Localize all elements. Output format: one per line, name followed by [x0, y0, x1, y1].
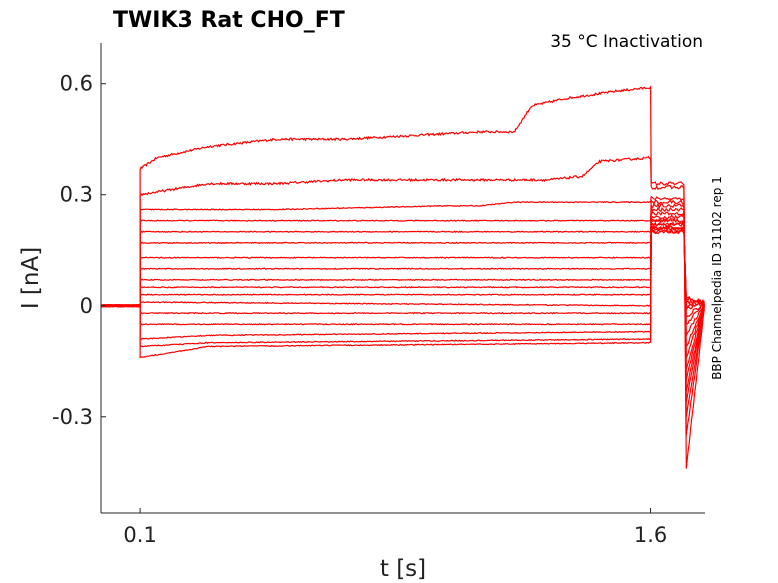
side-label: BBP Channelpedia ID 31102 rep 1 — [710, 176, 724, 380]
series-line — [100, 221, 705, 318]
chart-title: TWIK3 Rat CHO_FT — [113, 8, 345, 33]
x-tick-label: 0.1 — [123, 523, 156, 547]
series-line — [100, 225, 705, 326]
series-line — [100, 228, 705, 348]
x-tick-label: 1.6 — [634, 523, 667, 547]
series-line — [100, 195, 705, 417]
y-tick-label: 0 — [80, 294, 93, 318]
series-line — [100, 225, 705, 340]
series-line — [100, 225, 705, 315]
y-axis-label: I [nA] — [18, 247, 44, 309]
series-line — [100, 217, 705, 349]
series-line — [100, 210, 705, 369]
series-line — [100, 206, 705, 380]
series-line — [100, 214, 705, 358]
series-line — [100, 202, 705, 392]
y-ticks: 0.6 0.3 0 -0.3 — [52, 72, 106, 429]
series-line — [100, 218, 705, 336]
series-line — [100, 84, 705, 469]
y-tick-label: -0.3 — [52, 405, 93, 429]
series-line — [101, 228, 705, 359]
series-line — [100, 156, 705, 436]
x-ticks: 0.1 1.6 — [123, 508, 667, 547]
series-line — [100, 199, 705, 403]
y-tick-label: 0.6 — [60, 72, 93, 96]
chart-subtitle: 35 °C Inactivation — [550, 32, 703, 52]
y-tick-label: 0.3 — [60, 183, 93, 207]
x-axis-label: t [s] — [380, 556, 426, 582]
plot-area — [100, 84, 705, 469]
series-line — [100, 221, 705, 326]
